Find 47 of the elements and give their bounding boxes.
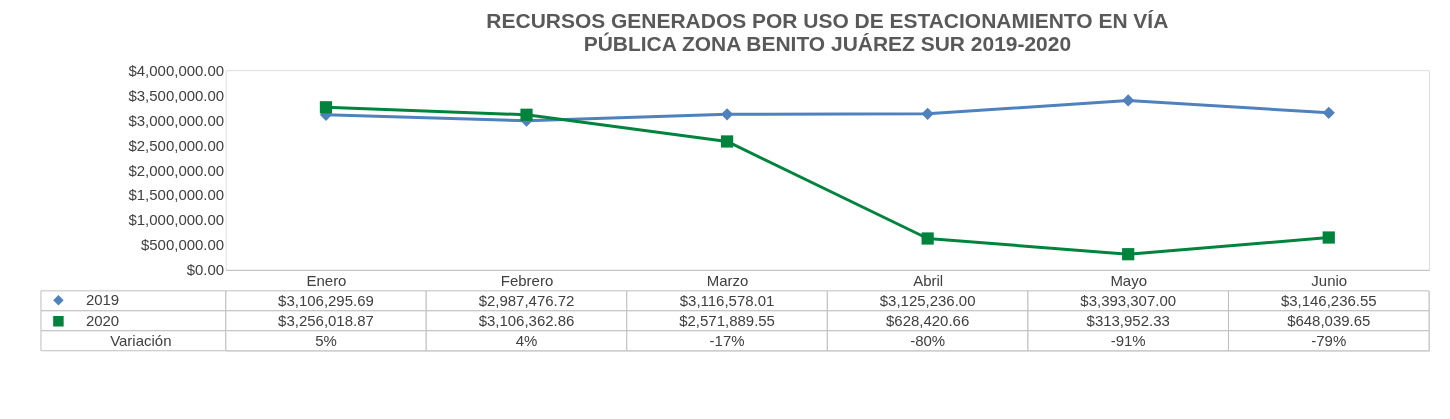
y-tick-label: $3,000,000.00 (128, 111, 225, 129)
point (520, 108, 533, 121)
data-label: $313,952.33 (1086, 311, 1170, 329)
data-label: $3,116,578.01 (679, 291, 775, 309)
data-label: $648,039.65 (1287, 311, 1371, 329)
data-label: $3,125,236.00 (879, 291, 976, 309)
data-label: $3,106,362.86 (478, 311, 575, 329)
text: -91% (1110, 331, 1146, 349)
point (319, 101, 333, 114)
y-tick-label: $4,000,000.00 (128, 61, 225, 79)
x-tick-label: Junio (1311, 272, 1348, 290)
point (1322, 231, 1335, 244)
data-label: $3,393,307.00 (1080, 291, 1177, 309)
point (921, 232, 934, 245)
y-tick-label: $2,500,000.00 (128, 136, 225, 154)
legend-label: 2019 (85, 291, 120, 309)
data-label: $628,420.66 (886, 311, 970, 329)
chart-title: RECURSOS GENERADOS POR USO DE ESTACIONAMIENTO EN VÍA PÚBLICA ZONA BENITO JUÁREZ SUR 2019-2020 (486, 9, 1169, 56)
data-label: $3,106,295.69 (278, 291, 374, 309)
x-tick-label: Febrero (500, 272, 554, 290)
point (1122, 94, 1135, 107)
y-tick-label: $2,000,000.00 (128, 161, 225, 179)
text: -79% (1311, 331, 1347, 349)
x-tick-label: Mayo (1110, 272, 1147, 290)
point (921, 107, 934, 120)
y-tick-label: $1,000,000.00 (128, 211, 225, 229)
x-tick-label: Enero (306, 272, 347, 290)
legend-label: 2020 (85, 312, 120, 330)
y-tick-label: $500,000.00 (140, 236, 225, 254)
text: Variación (110, 331, 172, 349)
data-label: $3,256,018.87 (278, 311, 374, 329)
x-tick-label: Marzo (706, 272, 749, 290)
data-label: $2,571,889.55 (679, 311, 775, 329)
y-tick-label: $3,500,000.00 (128, 86, 225, 104)
text: -17% (709, 331, 745, 349)
y-tick-label: $1,500,000.00 (128, 186, 225, 204)
point (720, 108, 734, 121)
data-label: $3,146,236.55 (1280, 291, 1377, 309)
point (1322, 106, 1335, 119)
x-tick-label: Abril (913, 272, 944, 290)
point (720, 135, 734, 148)
text: 5% (315, 331, 337, 349)
text: -80% (910, 331, 946, 349)
data-label: $2,987,476.72 (478, 291, 575, 309)
y-tick-label: $0.00 (186, 261, 225, 279)
point (1122, 248, 1135, 261)
text: 4% (515, 331, 538, 349)
